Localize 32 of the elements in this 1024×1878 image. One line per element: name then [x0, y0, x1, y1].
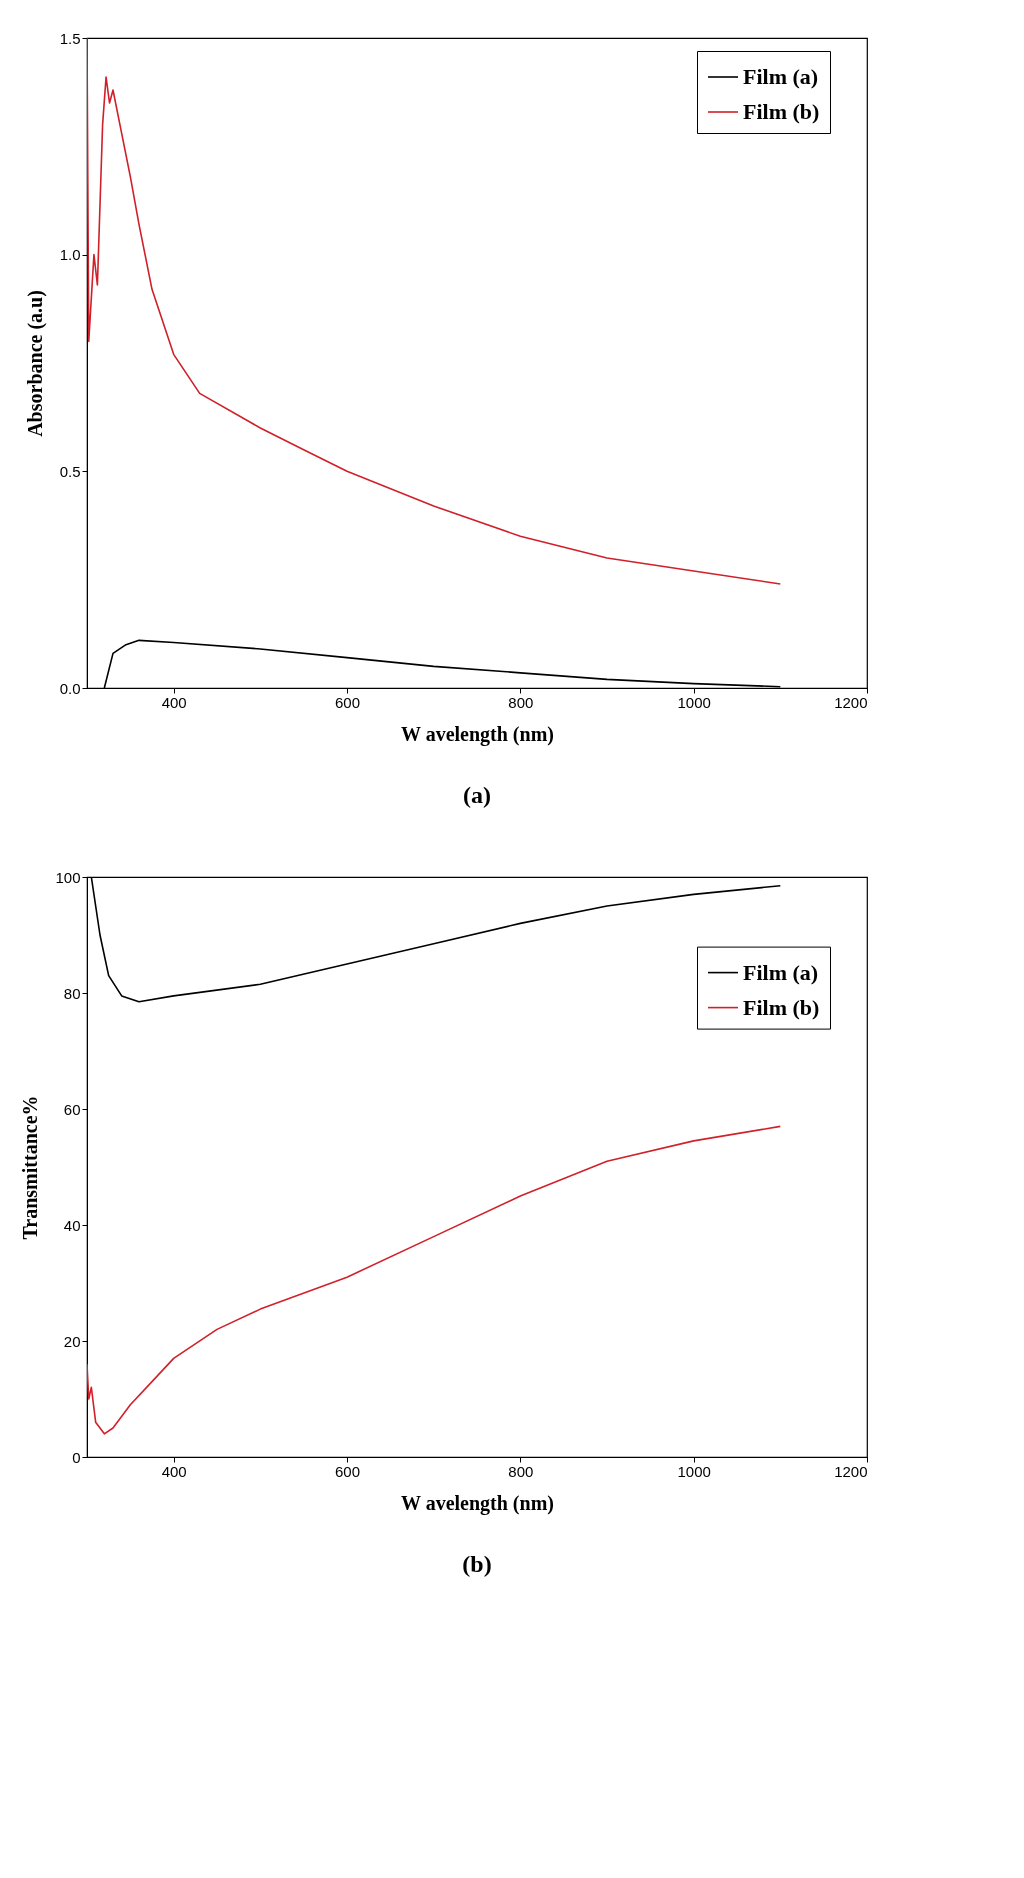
x-tick-label: 600 [334, 693, 361, 711]
x-axis-title: W avelength (nm) [401, 1491, 554, 1515]
line-series [103, 639, 782, 688]
x-tick-label: 1000 [677, 1462, 711, 1480]
x-axis-title: W avelength (nm) [401, 722, 554, 746]
y-tick-label: 1.5 [59, 29, 81, 47]
x-tick-label: 1200 [834, 693, 868, 711]
y-tick-label: 40 [63, 1216, 81, 1234]
x-tick-label: 400 [161, 1462, 187, 1480]
legend-label: Film (a) [743, 959, 819, 985]
text: (b) [462, 1551, 492, 1577]
line-series [87, 1125, 782, 1435]
x-tick-label: 400 [161, 693, 187, 711]
y-tick-label: 1.0 [59, 246, 81, 264]
y-axis-title: Absorbance (a.u) [23, 290, 47, 437]
y-tick-label: 100 [55, 868, 81, 886]
y-tick-label: 0.5 [59, 462, 81, 480]
y-tick-label: 60 [63, 1100, 81, 1118]
legend-label: Film (b) [743, 99, 820, 124]
x-tick-label: 800 [508, 693, 534, 711]
y-tick-label: 0 [72, 1448, 81, 1466]
x-tick-label: 1200 [834, 1462, 868, 1480]
y-tick-label: 20 [63, 1332, 81, 1350]
x-tick-label: 800 [508, 1462, 534, 1480]
legend-label: Film (b) [743, 994, 820, 1020]
y-tick-label: 0.0 [59, 679, 81, 697]
x-tick-label: 600 [334, 1462, 361, 1480]
y-tick-label: 80 [63, 984, 81, 1002]
x-tick-label: 1000 [677, 693, 711, 711]
legend-label: Film (a) [743, 64, 819, 89]
text: (a) [463, 782, 491, 808]
y-axis-title: Transmittance% [19, 1095, 42, 1240]
